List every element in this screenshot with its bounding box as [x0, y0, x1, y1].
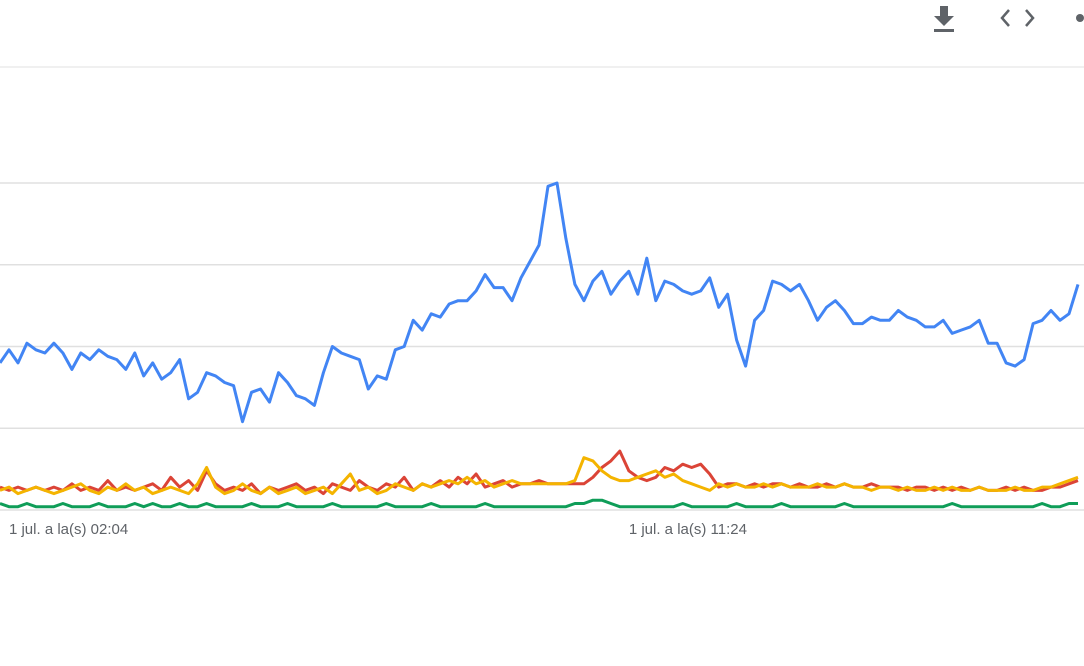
x-tick-label: 1 jul. a la(s) 11:24 [629, 521, 747, 538]
download-arrow [934, 16, 954, 26]
series-line [0, 498, 1078, 509]
embed-icon[interactable] [1000, 9, 1035, 27]
series-line [0, 449, 1079, 496]
x-tick-label: 1 jul. a la(s) 02:04 [9, 521, 128, 538]
download-icon[interactable] [934, 6, 954, 32]
series-line [0, 456, 1079, 496]
download-stem [940, 6, 948, 17]
embed-left [1000, 9, 1010, 27]
share-icon[interactable] [1076, 14, 1084, 22]
embed-right [1025, 9, 1035, 27]
series-line [0, 181, 1080, 424]
download-bar [934, 29, 954, 32]
